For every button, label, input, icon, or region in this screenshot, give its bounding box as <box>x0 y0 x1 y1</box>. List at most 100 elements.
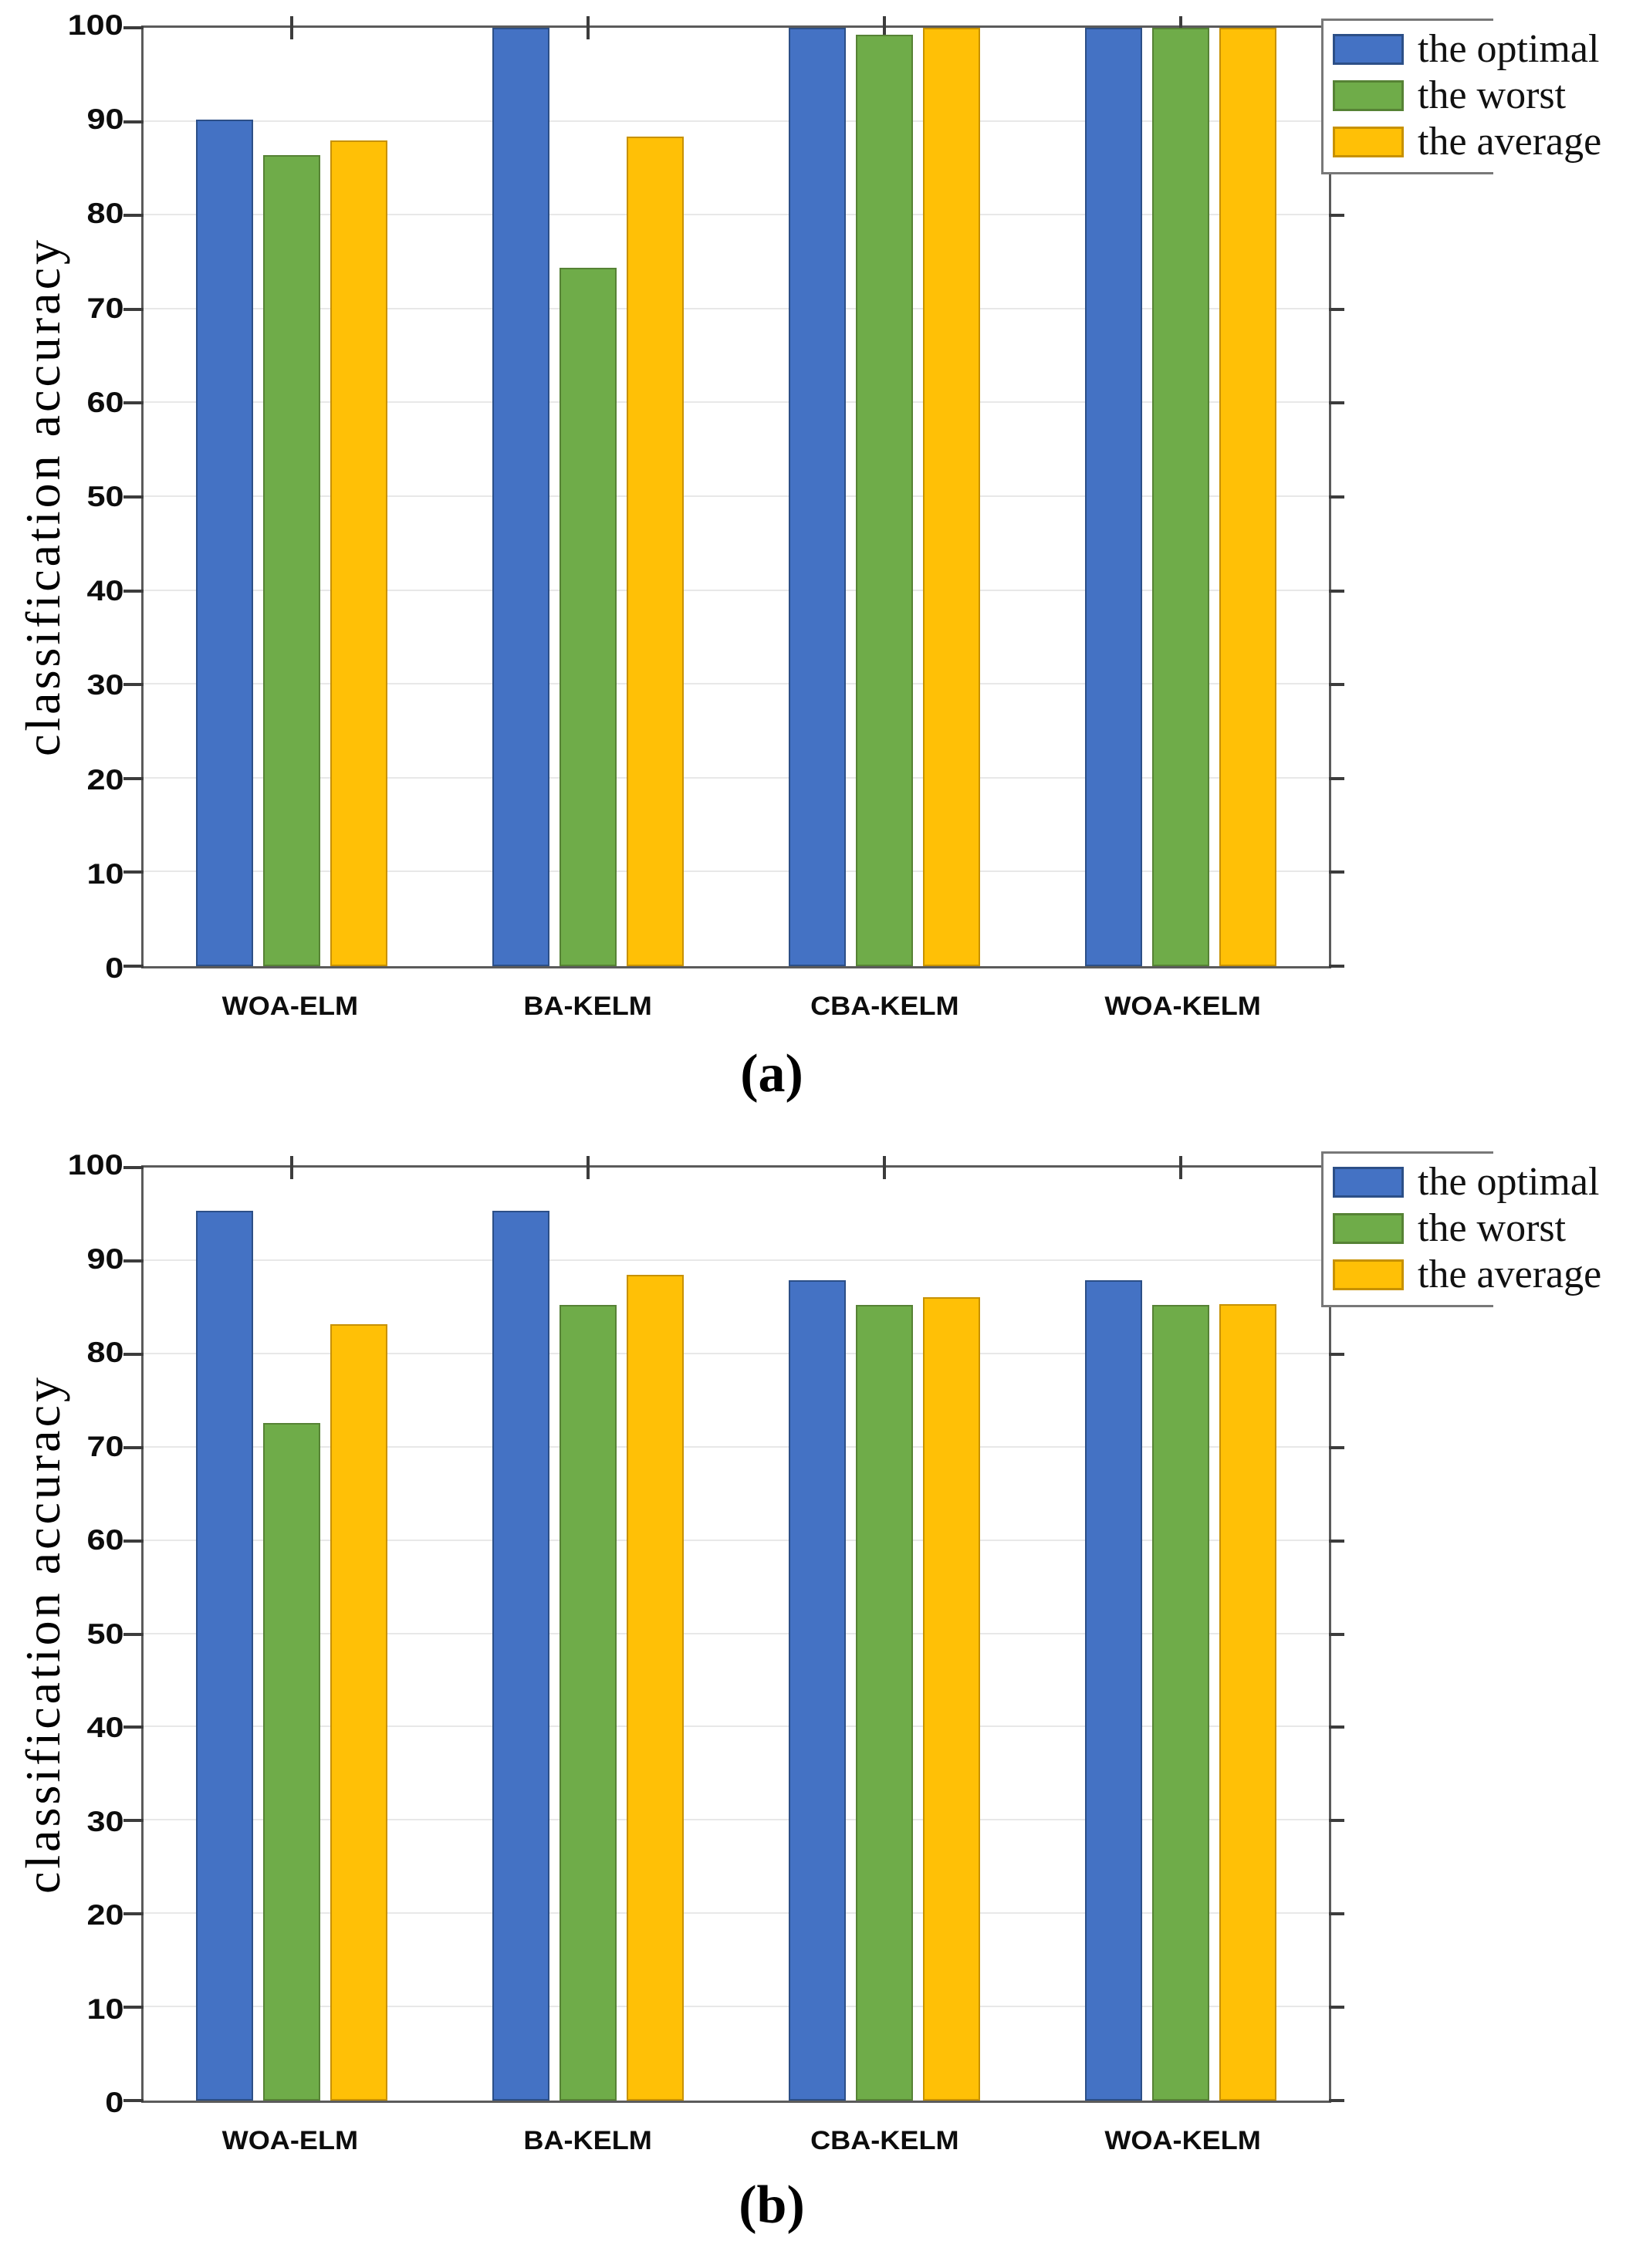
gridline <box>144 307 1329 309</box>
gridline <box>144 1445 1329 1448</box>
gridline <box>144 120 1329 122</box>
legend-label: the worst <box>1418 73 1567 117</box>
x-tick-mark <box>883 1156 886 1179</box>
bar-average <box>627 1275 684 2101</box>
bar-worst <box>1152 28 1209 966</box>
y-tick-label: 50 <box>86 1618 123 1650</box>
y-tick-mark <box>123 495 144 499</box>
x-category-label: BA-KELM <box>523 2126 652 2155</box>
y-tick-mark <box>123 1726 144 1729</box>
x-category-label: WOA-ELM <box>221 2126 358 2155</box>
gridline <box>144 776 1329 779</box>
y-tick-mark <box>123 1539 144 1543</box>
legend-label: the average <box>1418 120 1602 164</box>
gridline <box>144 1539 1329 1541</box>
bar-optimal <box>492 28 549 966</box>
y-tick-mark <box>1329 2006 1344 2009</box>
y-tick-mark <box>123 870 144 874</box>
gridline <box>144 589 1329 591</box>
y-tick-mark <box>123 1819 144 1823</box>
bar-optimal <box>1085 1280 1142 2101</box>
y-tick-mark <box>1329 1352 1344 1356</box>
y-tick-mark <box>123 307 144 311</box>
x-category-label: WOA-KELM <box>1104 992 1261 1021</box>
bar-average <box>1219 28 1276 966</box>
legend: the optimal the worst the average <box>1321 19 1601 174</box>
y-tick-mark <box>123 26 144 29</box>
legend-swatch-worst <box>1333 1213 1404 1244</box>
bar-average <box>330 1324 387 2101</box>
legend-row: the worst <box>1333 1208 1566 1249</box>
y-tick-mark <box>123 1912 144 1916</box>
chart-panel-b: classification accuracy the optimal the w… <box>0 1134 1643 2268</box>
y-tick-mark <box>123 776 144 780</box>
legend: the optimal the worst the average <box>1321 1151 1601 1307</box>
y-tick-mark <box>123 683 144 687</box>
x-tick-mark <box>587 16 590 39</box>
plot-area <box>123 1156 1344 2103</box>
bar-average <box>923 1297 980 2101</box>
legend-row: the average <box>1333 122 1601 162</box>
y-tick-label: 60 <box>86 1524 123 1557</box>
gridline <box>144 1726 1329 1728</box>
chart-panel-a: classification accuracy the optimal the w… <box>15 10 1601 1104</box>
y-tick-label: 70 <box>86 292 123 324</box>
x-category-label: WOA-ELM <box>221 992 358 1021</box>
gridline <box>144 1632 1329 1634</box>
y-tick-mark <box>123 214 144 218</box>
y-tick-mark <box>1329 495 1344 499</box>
bar-average <box>627 137 684 966</box>
x-category-label: CBA-KELM <box>810 992 959 1021</box>
y-tick-mark <box>123 1259 144 1262</box>
y-tick-label: 80 <box>86 198 123 230</box>
legend-swatch-average <box>1333 1259 1404 1290</box>
y-tick-mark <box>1329 776 1344 780</box>
bar-optimal <box>196 1210 253 2101</box>
y-tick-mark <box>123 1352 144 1356</box>
legend-label: the average <box>1418 1252 1602 1296</box>
y-tick-label: 10 <box>86 1993 123 2025</box>
y-tick-mark <box>123 1445 144 1449</box>
y-tick-label: 60 <box>86 387 123 419</box>
bar-worst <box>856 1304 913 2101</box>
bar-optimal <box>789 1280 846 2101</box>
y-tick-mark <box>1329 2099 1344 2102</box>
panel-label-b: (b) <box>739 2175 805 2235</box>
y-tick-label: 50 <box>86 481 123 513</box>
gridline <box>144 1259 1329 1261</box>
y-tick-label: 30 <box>86 1806 123 1837</box>
legend-label: the worst <box>1418 1206 1567 1250</box>
x-category-label: BA-KELM <box>523 992 652 1021</box>
y-tick-label: 90 <box>86 1243 123 1275</box>
y-tick-label: 10 <box>86 858 123 891</box>
y-tick-mark <box>123 2006 144 2009</box>
gridline <box>144 683 1329 685</box>
legend-label: the optimal <box>1418 1160 1600 1204</box>
x-tick-mark <box>587 1156 590 1179</box>
y-tick-label: 40 <box>86 1712 123 1744</box>
legend-swatch-optimal <box>1333 1167 1404 1198</box>
bar-worst <box>559 1304 617 2101</box>
gridline <box>144 495 1329 497</box>
x-tick-mark <box>290 16 293 39</box>
y-tick-mark <box>1329 1632 1344 1636</box>
x-category-label: CBA-KELM <box>810 2126 959 2155</box>
y-tick-mark <box>123 1166 144 1169</box>
y-tick-mark <box>1329 1445 1344 1449</box>
y-tick-mark <box>1329 1726 1344 1729</box>
bar-worst <box>856 34 913 966</box>
y-tick-mark <box>123 589 144 593</box>
y-tick-mark <box>1329 870 1344 874</box>
bar-worst <box>559 268 617 966</box>
bar-worst <box>1152 1304 1209 2101</box>
bar-worst <box>263 155 320 966</box>
y-tick-mark <box>1329 1819 1344 1823</box>
gridline <box>144 2006 1329 2008</box>
bar-optimal <box>196 120 253 966</box>
gridline <box>144 1912 1329 1915</box>
gridline <box>144 870 1329 873</box>
y-tick-label: 0 <box>104 952 123 985</box>
y-tick-mark <box>123 1632 144 1636</box>
bar-optimal <box>1085 28 1142 966</box>
y-tick-mark <box>1329 589 1344 593</box>
